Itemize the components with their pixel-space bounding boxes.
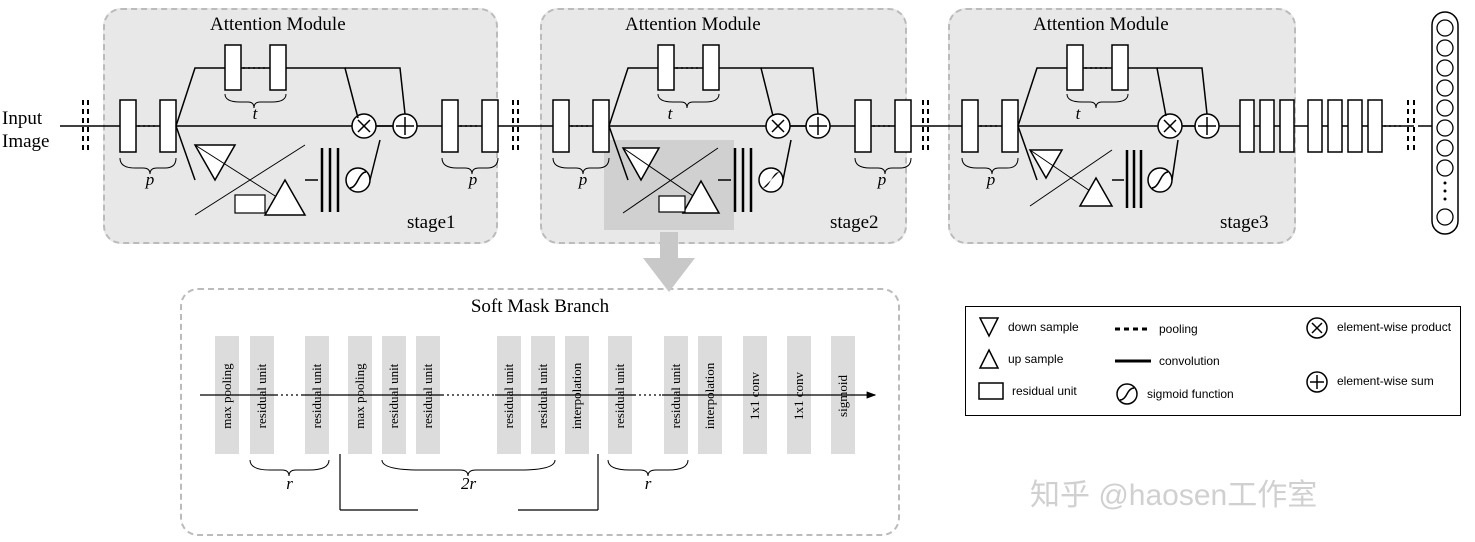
stage3-box [948, 8, 1296, 244]
legend-label-down-sample: down sample [1008, 320, 1079, 334]
brace-t-3: t [1063, 104, 1093, 124]
soft-block-label-12: interpolation [702, 354, 718, 438]
legend-up-sample: up sample [978, 348, 1063, 370]
legend-pooling: pooling [1115, 322, 1198, 336]
brace-t-1: t [240, 104, 270, 124]
legend-label-product: element-wise product [1337, 321, 1451, 334]
stage2-label: stage2 [830, 212, 879, 234]
legend-product: element-wise product [1305, 316, 1451, 340]
stage1-label: stage1 [407, 212, 456, 234]
legend-sigmoid: sigmoid function [1115, 382, 1234, 406]
soft-brace-r-2: r [608, 474, 688, 494]
input-label-text: InputImage [2, 108, 49, 152]
soft-block-label-8: residual unit [535, 354, 551, 438]
soft-block-label-13: 1x1 conv [747, 354, 763, 438]
soft-block-label-9: interpolation [569, 354, 585, 438]
stage1-title: Attention Module [210, 14, 346, 36]
brace-p-5: p [971, 170, 1011, 190]
soft-block-label-7: residual unit [501, 354, 517, 438]
brace-p-4: p [862, 170, 902, 190]
watermark: 知乎 @haosen工作室 [1030, 470, 1317, 514]
soft-block-label-14: 1x1 conv [791, 354, 807, 438]
soft-block-label-11: residual unit [668, 354, 684, 438]
stage3-label: stage3 [1220, 212, 1269, 234]
soft-block-label-15: sigmoid [835, 354, 851, 438]
soft-mask-highlight [604, 140, 734, 230]
soft-block-label-10: residual unit [612, 354, 628, 438]
brace-p-3: p [563, 170, 603, 190]
soft-block-label-6: residual unit [420, 354, 436, 438]
soft-brace-2r: 2r [382, 474, 555, 494]
soft-block-label-4: max pooling [352, 354, 368, 438]
brace-t-2: t [655, 104, 685, 124]
legend-convolution: convolution [1115, 354, 1220, 368]
brace-p-1: p [130, 170, 170, 190]
legend-sum: element-wise sum [1305, 370, 1434, 394]
soft-brace-r-1: r [250, 474, 329, 494]
legend-label-convolution: convolution [1159, 354, 1220, 368]
legend-label-up-sample: up sample [1008, 352, 1063, 366]
brace-p-2: p [453, 170, 493, 190]
stage2-title: Attention Module [625, 14, 761, 36]
legend-residual-unit: residual unit [978, 382, 1077, 400]
legend-label-sum: element-wise sum [1337, 375, 1434, 388]
stage1-box [103, 8, 498, 244]
soft-block-label-3: residual unit [309, 354, 325, 438]
soft-block-label-1: max pooling [219, 354, 235, 438]
soft-residual-unit-label: residual unit [382, 501, 555, 517]
soft-block-label-5: residual unit [386, 354, 402, 438]
stage3-title: Attention Module [1033, 14, 1169, 36]
soft-block-label-2: residual unit [254, 354, 270, 438]
legend-down-sample: down sample [978, 316, 1079, 338]
input-label: InputImage [2, 108, 49, 154]
legend-label-sigmoid: sigmoid function [1147, 387, 1234, 401]
soft-mask-title: Soft Mask Branch [180, 296, 900, 318]
legend-label-residual-unit: residual unit [1012, 384, 1077, 398]
legend-label-pooling: pooling [1159, 322, 1198, 336]
